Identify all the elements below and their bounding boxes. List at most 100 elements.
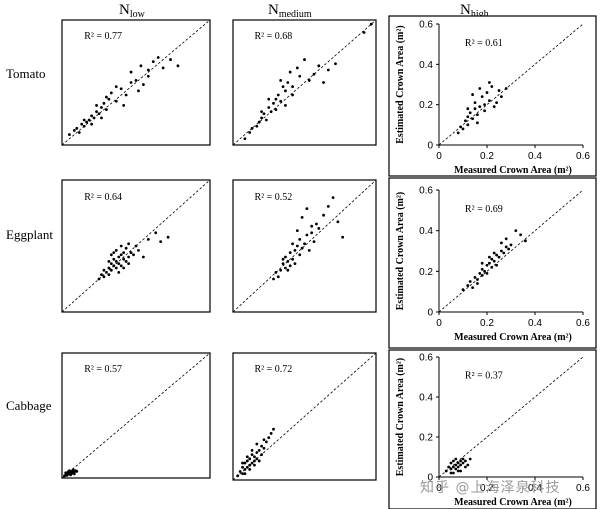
data-point [124,246,128,250]
data-point [293,249,297,252]
data-point [341,235,345,239]
data-point [274,271,278,274]
data-point [132,253,135,257]
x-tick-label: 0.6 [576,318,590,329]
data-point [454,467,458,471]
data-point [112,251,116,255]
data-point [100,273,103,276]
data-point [274,108,278,111]
y-tick-label: 0.2 [419,267,433,278]
data-point [269,432,273,435]
data-point [250,126,254,130]
data-point [122,251,126,255]
data-point [262,112,266,116]
r-squared-label: R² = 0.52 [254,192,292,203]
data-point [260,110,263,114]
data-point [151,60,155,64]
data-point [362,31,366,34]
data-point [245,455,249,459]
data-point [449,467,453,471]
x-tick-label: 0.4 [528,483,542,494]
data-point [253,455,256,459]
r-squared-label: R² = 0.57 [84,364,122,375]
r-squared-label: R² = 0.37 [465,371,503,382]
data-point [245,465,249,469]
data-point [166,235,170,239]
data-point [466,107,470,111]
data-point [248,468,252,471]
data-point [322,81,325,84]
data-point [95,104,98,107]
data-point [305,233,309,237]
data-point [161,66,165,70]
data-point [250,448,254,452]
data-point [257,459,261,463]
data-point [248,457,252,461]
data-point [488,261,491,265]
data-point [284,89,287,93]
data-point [243,472,247,476]
data-point [495,101,498,105]
data-point [298,74,302,78]
identity-line [61,352,211,479]
data-point [456,131,460,135]
data-point [97,277,101,281]
data-point [129,251,133,255]
data-point [75,469,79,473]
x-tick-label: 0.6 [576,151,590,162]
panel-frame [388,349,597,509]
r-squared-label: R² = 0.61 [465,38,503,49]
data-point [459,125,462,129]
data-point [478,271,482,275]
y-tick-label: 0.4 [419,226,433,237]
data-point [264,118,268,122]
data-point [514,229,518,233]
identity-line [232,19,377,146]
data-point [267,97,271,101]
data-point [473,101,477,105]
data-point [119,264,123,268]
y-tick-label: 0.4 [419,393,433,404]
data-point [279,79,283,82]
r-squared-label: R² = 0.77 [84,31,122,42]
panel-eggplant-n-medium: R² = 0.52 [232,179,377,313]
data-point [107,273,111,276]
data-point [253,459,256,463]
data-point [483,269,486,273]
data-point [92,116,96,120]
y-tick-label: 0.6 [419,353,433,364]
data-point [331,196,335,200]
data-point [264,440,268,444]
data-point [114,85,118,89]
data-point [317,64,321,68]
data-point [68,469,71,473]
data-point [449,461,453,465]
data-point [478,87,482,90]
panel-tomato-n-high: 0 0.2 0.4 0.6 0 0.2 0.4 0.6 Measured Crown Area … [388,15,597,177]
x-axis-label: Measured Crown Area (m²) [454,497,572,508]
data-point [315,222,318,226]
data-point [109,262,113,265]
data-point [127,262,130,265]
data-point [464,459,467,463]
x-tick-label: 0 [436,483,442,494]
data-point [291,257,294,261]
data-point [488,255,491,259]
panel-tomato-n-low: R² = 0.77 [61,19,211,146]
data-point [307,249,311,252]
data-point [269,110,273,114]
x-tick-label: 0 [436,318,442,329]
data-point [260,444,263,448]
data-point [454,463,458,467]
data-point [64,471,68,475]
data-point [504,87,508,90]
data-point [500,95,503,98]
data-point [72,472,76,476]
panel-frame [388,15,597,177]
data-point [468,111,472,115]
data-point [466,284,470,287]
data-point [245,459,249,463]
data-point [454,457,458,461]
data-point [519,233,522,237]
data-point [449,471,453,475]
